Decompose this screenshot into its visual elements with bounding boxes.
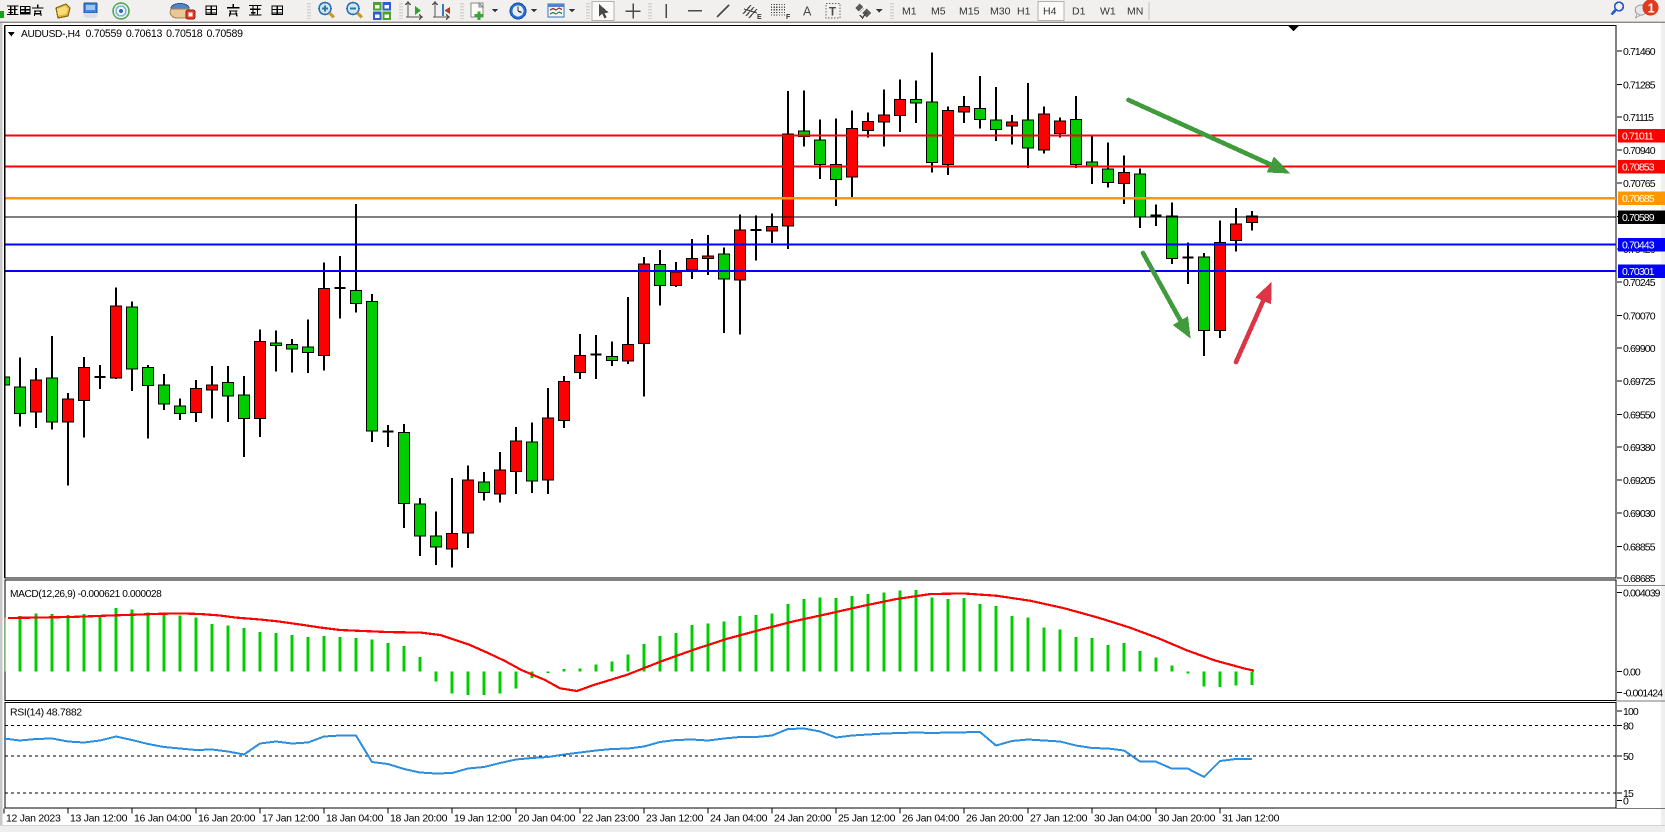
svg-text:E: E [757, 14, 762, 21]
svg-text:M5: M5 [931, 6, 946, 18]
svg-text:23 Jan 12:00: 23 Jan 12:00 [646, 813, 704, 825]
svg-text:0.70853: 0.70853 [1622, 162, 1655, 174]
svg-text:RSI(14) 48.7882: RSI(14) 48.7882 [10, 707, 82, 719]
svg-text:16 Jan 04:00: 16 Jan 04:00 [134, 813, 192, 825]
svg-text:18 Jan 20:00: 18 Jan 20:00 [390, 813, 448, 825]
svg-text:0.70589: 0.70589 [1622, 212, 1655, 224]
svg-text:20 Jan 04:00: 20 Jan 04:00 [518, 813, 576, 825]
svg-text:0.70559 0.70613 0.70518 0.7058: 0.70559 0.70613 0.70518 0.70589 [86, 28, 244, 40]
svg-text:0.71011: 0.71011 [1622, 131, 1654, 143]
svg-text:-0.001424: -0.001424 [1623, 687, 1663, 699]
svg-text:0.70070: 0.70070 [1623, 310, 1656, 322]
svg-text:0.70245: 0.70245 [1623, 277, 1656, 289]
svg-text:0.69030: 0.69030 [1623, 508, 1656, 520]
svg-text:0.004039: 0.004039 [1623, 587, 1661, 599]
svg-text:1: 1 [1648, 1, 1655, 15]
svg-text:0.69725: 0.69725 [1623, 376, 1656, 388]
svg-text:12 Jan 2023: 12 Jan 2023 [6, 813, 61, 825]
svg-text:T: T [829, 7, 836, 19]
svg-text:100: 100 [1623, 706, 1639, 718]
svg-text:0.70301: 0.70301 [1622, 266, 1655, 278]
svg-text:24 Jan 04:00: 24 Jan 04:00 [710, 813, 768, 825]
svg-text:0.69550: 0.69550 [1623, 409, 1656, 421]
svg-text:M1: M1 [902, 6, 917, 18]
svg-text:50: 50 [1623, 751, 1634, 763]
svg-text:H1: H1 [1017, 6, 1031, 18]
svg-text:27 Jan 12:00: 27 Jan 12:00 [1030, 813, 1088, 825]
svg-text:0.68685: 0.68685 [1623, 573, 1656, 585]
svg-text:0: 0 [1623, 795, 1629, 807]
svg-text:MN: MN [1127, 6, 1143, 18]
svg-text:0.70940: 0.70940 [1623, 145, 1656, 157]
svg-text:22 Jan 23:00: 22 Jan 23:00 [582, 813, 640, 825]
svg-text:17 Jan 12:00: 17 Jan 12:00 [262, 813, 320, 825]
svg-text:26 Jan 20:00: 26 Jan 20:00 [966, 813, 1024, 825]
svg-text:26 Jan 04:00: 26 Jan 04:00 [902, 813, 960, 825]
svg-text:H4: H4 [1043, 6, 1057, 18]
svg-text:M15: M15 [959, 6, 980, 18]
svg-text:30 Jan 20:00: 30 Jan 20:00 [1158, 813, 1216, 825]
svg-text:24 Jan 20:00: 24 Jan 20:00 [774, 813, 832, 825]
svg-text:0.00: 0.00 [1623, 666, 1641, 678]
svg-text:80: 80 [1623, 720, 1634, 732]
svg-text:30 Jan 04:00: 30 Jan 04:00 [1094, 813, 1152, 825]
svg-text:0.71285: 0.71285 [1623, 79, 1656, 91]
svg-text:0.70685: 0.70685 [1622, 193, 1655, 205]
svg-text:16 Jan 20:00: 16 Jan 20:00 [198, 813, 256, 825]
svg-text:0.70765: 0.70765 [1623, 178, 1656, 190]
svg-text:0.70443: 0.70443 [1622, 240, 1655, 252]
svg-text:0.71115: 0.71115 [1623, 112, 1654, 124]
svg-text:AUDUSD-,H4: AUDUSD-,H4 [21, 29, 81, 40]
svg-text:19 Jan 12:00: 19 Jan 12:00 [454, 813, 512, 825]
svg-text:0.68855: 0.68855 [1623, 541, 1656, 553]
svg-text:A: A [803, 5, 812, 19]
svg-text:0.71460: 0.71460 [1623, 46, 1656, 58]
svg-text:0.69380: 0.69380 [1623, 442, 1656, 454]
svg-text:MACD(12,26,9) -0.000621 0.0000: MACD(12,26,9) -0.000621 0.000028 [10, 589, 162, 600]
svg-text:D1: D1 [1072, 6, 1086, 18]
svg-text:18 Jan 04:00: 18 Jan 04:00 [326, 813, 384, 825]
svg-text:25 Jan 12:00: 25 Jan 12:00 [838, 813, 896, 825]
svg-text:0.69205: 0.69205 [1623, 475, 1656, 487]
svg-text:W1: W1 [1100, 6, 1116, 18]
svg-text:0.69900: 0.69900 [1623, 343, 1656, 355]
svg-text:F: F [786, 14, 791, 21]
svg-text:15: 15 [1623, 788, 1634, 800]
svg-text:M30: M30 [990, 6, 1011, 18]
svg-text:31 Jan 12:00: 31 Jan 12:00 [1222, 813, 1280, 825]
svg-text:13 Jan 12:00: 13 Jan 12:00 [70, 813, 128, 825]
